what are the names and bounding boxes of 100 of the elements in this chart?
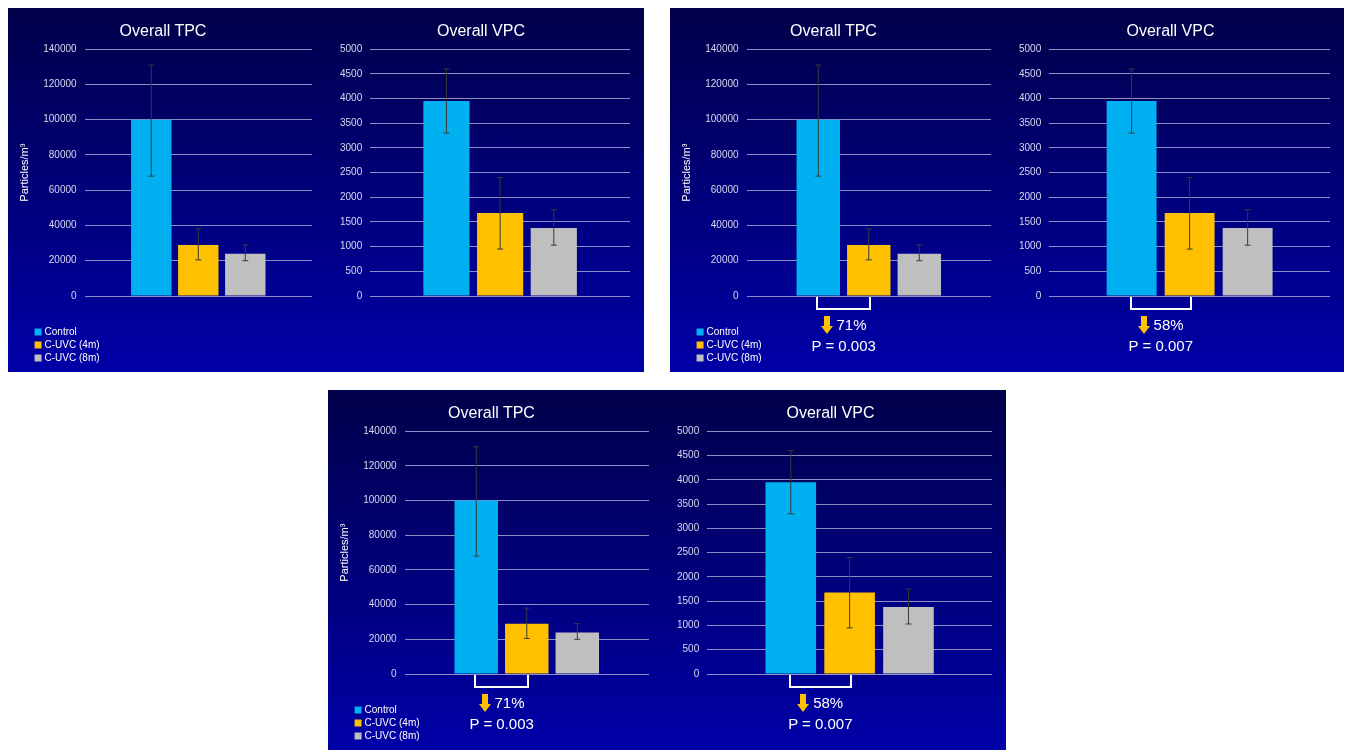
y-tick-label: 500	[682, 643, 700, 655]
y-tick-label: 2000	[677, 570, 700, 582]
text: P = 0.003	[811, 337, 876, 354]
y-tick-label: 5000	[1019, 42, 1042, 54]
y-tick-label: 20000	[368, 633, 397, 645]
y-tick-label: 3000	[340, 141, 363, 153]
bar	[1106, 101, 1157, 296]
bar	[824, 592, 875, 674]
y-tick-label: 60000	[368, 563, 397, 575]
y-tick-label: 500	[1024, 265, 1042, 277]
y-tick-label: 1000	[677, 619, 700, 631]
legend-label: Control	[44, 325, 77, 337]
text: 58%	[1153, 316, 1184, 333]
bar	[178, 244, 219, 296]
y-tick-label: 1500	[677, 594, 700, 606]
y-tick-label: 140000	[705, 42, 739, 54]
y-tick-label: 100000	[363, 494, 397, 506]
bar	[555, 632, 600, 674]
y-tick-label: 0	[1035, 289, 1042, 301]
legend-label: Control	[706, 325, 739, 337]
text: P = 0.007	[788, 715, 853, 732]
bar	[454, 500, 498, 674]
y-axis-title: Particles/m³	[679, 143, 692, 202]
y-tick-label: 80000	[710, 148, 739, 160]
y-tick-label: 3500	[1019, 116, 1042, 128]
y-tick-label: 2500	[1019, 166, 1042, 178]
y-tick-label: 60000	[710, 183, 739, 195]
y-tick-label: 40000	[710, 219, 739, 231]
y-tick-label: 2000	[1019, 191, 1042, 203]
y-tick-label: 4500	[677, 449, 700, 461]
y-tick-label: 80000	[48, 148, 77, 160]
y-tick-label: 500	[345, 265, 363, 277]
y-tick-label: 4500	[1019, 67, 1042, 79]
y-axis-title: Particles/m³	[17, 143, 30, 202]
y-tick-label: 0	[356, 289, 363, 301]
legend-label: C-UVC (8m)	[364, 729, 420, 741]
legend-label: C-UVC (4m)	[706, 338, 762, 350]
y-tick-label: 3500	[340, 116, 363, 128]
y-tick-label: 140000	[363, 424, 397, 436]
text: P = 0.003	[469, 715, 534, 732]
legend-label: C-UVC (8m)	[706, 351, 762, 363]
bar	[847, 244, 891, 296]
y-tick-label: 100000	[705, 113, 739, 125]
legend-label: Control	[364, 703, 397, 715]
chart-title: Overall TPC	[448, 404, 535, 422]
y-tick-label: 1500	[340, 215, 363, 227]
y-tick-label: 2500	[340, 166, 363, 178]
text: 71%	[494, 694, 525, 711]
y-tick-label: 2000	[340, 191, 363, 203]
y-tick-label: 140000	[43, 42, 77, 54]
y-tick-label: 20000	[710, 254, 739, 266]
y-tick-label: 4000	[677, 473, 700, 485]
y-tick-label: 5000	[677, 424, 700, 436]
chart-title: Overall TPC	[790, 22, 877, 40]
y-tick-label: 20000	[48, 254, 77, 266]
y-tick-label: 0	[693, 667, 700, 679]
y-tick-label: 40000	[368, 598, 397, 610]
y-tick-label: 3000	[677, 522, 700, 534]
y-tick-label: 4000	[1019, 92, 1042, 104]
y-tick-label: 1000	[1019, 240, 1042, 252]
bar	[477, 213, 524, 296]
y-tick-label: 5000	[340, 42, 363, 54]
legend-label: C-UVC (8m)	[44, 351, 100, 363]
text: 71%	[836, 316, 867, 333]
y-tick-label: 120000	[705, 78, 739, 90]
chart-title: Overall VPC	[786, 404, 875, 422]
y-tick-label: 120000	[43, 78, 77, 90]
y-tick-label: 0	[733, 289, 740, 301]
y-tick-label: 40000	[48, 219, 77, 231]
text: P = 0.007	[1128, 337, 1193, 354]
legend-label: C-UVC (4m)	[364, 716, 420, 728]
bar	[530, 227, 577, 296]
y-tick-label: 3000	[1019, 141, 1042, 153]
bar	[423, 101, 470, 296]
y-tick-label: 1000	[340, 240, 363, 252]
text: 58%	[813, 694, 844, 711]
bar	[796, 119, 840, 296]
y-tick-label: 100000	[43, 113, 77, 125]
legend-label: C-UVC (4m)	[44, 338, 100, 350]
y-tick-label: 4500	[340, 67, 363, 79]
y-tick-label: 3500	[677, 497, 700, 509]
bar	[505, 623, 549, 674]
bar	[131, 119, 172, 296]
y-tick-label: 1500	[1019, 215, 1042, 227]
chart-title: Overall TPC	[119, 22, 207, 40]
y-tick-label: 80000	[368, 529, 397, 541]
bar	[1222, 227, 1273, 296]
bar	[883, 606, 934, 674]
y-tick-label: 60000	[48, 183, 77, 195]
bar	[1164, 213, 1215, 296]
bar	[765, 482, 817, 674]
y-tick-label: 0	[391, 667, 398, 679]
y-tick-label: 120000	[363, 459, 397, 471]
y-tick-label: 0	[71, 289, 78, 301]
y-tick-label: 2500	[677, 546, 700, 558]
bar	[225, 253, 266, 296]
bar	[897, 253, 942, 296]
chart-title: Overall VPC	[1126, 22, 1215, 40]
y-tick-label: 4000	[340, 92, 363, 104]
chart-title: Overall VPC	[436, 22, 526, 40]
